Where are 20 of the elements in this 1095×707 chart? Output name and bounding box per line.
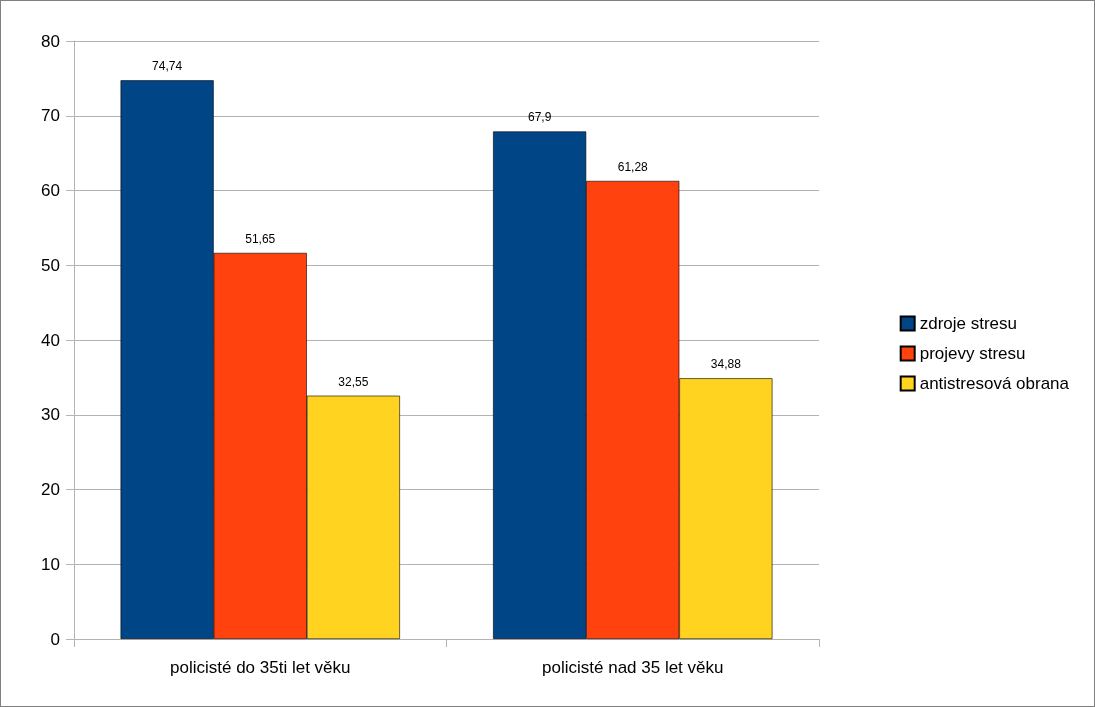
legend-label: projevy stresu — [919, 344, 1026, 363]
x-tick-label: policisté nad 35 let věku — [542, 658, 724, 677]
y-tick-label: 60 — [41, 181, 60, 200]
data-label: 74,74 — [152, 59, 183, 74]
data-label: 32,55 — [338, 374, 369, 389]
y-tick-label: 80 — [41, 31, 60, 51]
y-tick-label: 50 — [41, 255, 60, 275]
data-label: 67,9 — [527, 110, 552, 125]
legend-label: antistresová obrana — [919, 374, 1070, 393]
y-tick-label: 20 — [41, 480, 60, 499]
data-label: 61,28 — [617, 159, 649, 174]
y-tick-label: 10 — [41, 554, 60, 574]
legend-label: zdroje stresu — [919, 314, 1018, 333]
y-tick-label: 40 — [41, 330, 60, 350]
y-tick-label: 30 — [41, 405, 60, 425]
x-tick-label: policisté do 35ti let věku — [170, 658, 351, 677]
y-tick-label: 0 — [50, 629, 60, 649]
data-label: 51,65 — [245, 231, 276, 246]
y-tick-label: 70 — [41, 106, 60, 126]
data-label: 34,88 — [710, 357, 742, 372]
